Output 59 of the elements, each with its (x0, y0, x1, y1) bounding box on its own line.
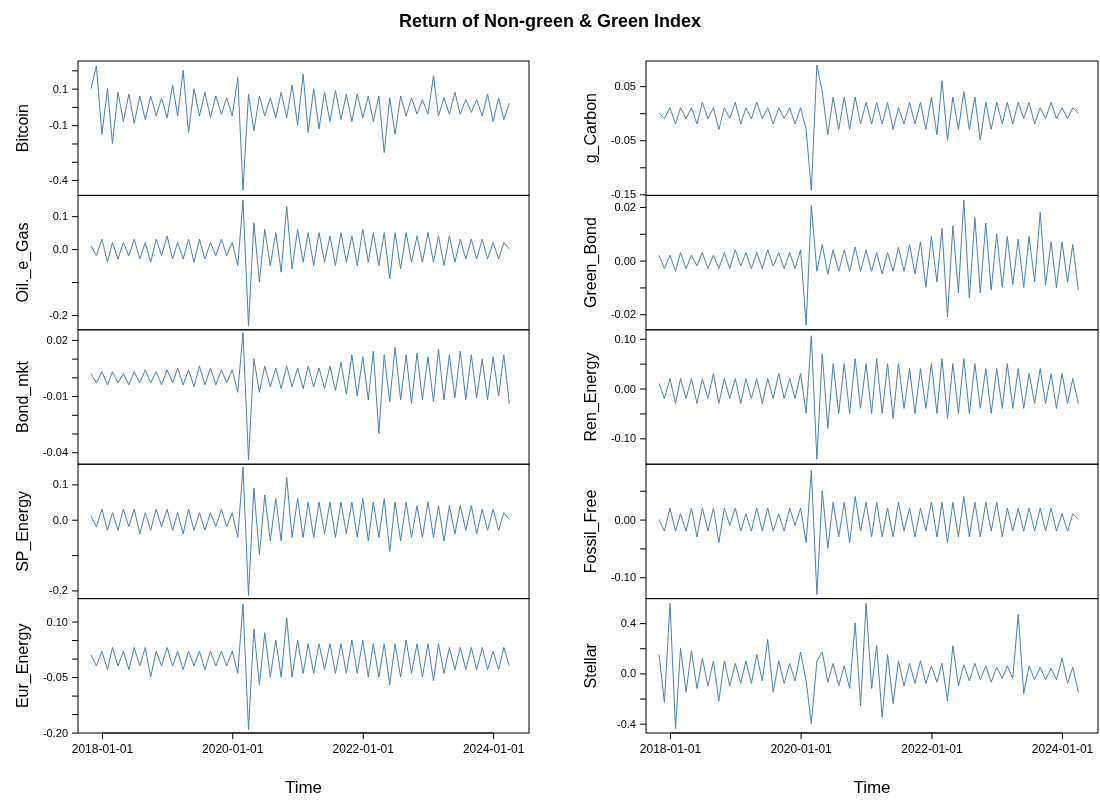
y-tick-label: -0.05 (42, 671, 68, 684)
x-tick-label: 2024-01-01 (462, 741, 525, 756)
y-tick-label: -0.01 (42, 390, 68, 403)
y-axis-title: Green_Bond (582, 217, 600, 308)
y-tick-label: -0.1 (49, 119, 68, 132)
y-axis-title: SP_Energy (14, 490, 32, 572)
y-tick-label: 0.02 (46, 333, 68, 346)
x-tick-label: 2024-01-01 (1031, 741, 1094, 756)
y-axis-title: Stellar (582, 642, 599, 689)
x-tick-label: 2020-01-01 (202, 741, 264, 756)
y-tick-label: 0.10 (614, 332, 636, 345)
line-series (658, 470, 1079, 596)
y-tick-label: -0.04 (42, 446, 68, 459)
x-tick-label: 2022-01-01 (901, 741, 963, 756)
y-tick-label: 0.10 (46, 615, 68, 628)
y-axis-title: g_Carbon (582, 93, 600, 164)
y-axis-title: Ren_Energy (582, 352, 600, 442)
y-tick-label: -0.20 (42, 726, 68, 739)
y-tick-label: -0.02 (610, 308, 636, 321)
x-axis-title: Time (284, 778, 323, 797)
y-tick-label: -0.4 (617, 717, 636, 730)
x-tick-label: 2020-01-01 (770, 741, 833, 756)
y-axis-title: Bitcoin (14, 104, 31, 153)
y-tick-label: 0.4 (620, 617, 636, 630)
y-tick-label: 0.02 (614, 200, 636, 213)
x-tick-label: 2018-01-01 (639, 741, 702, 756)
line-series (658, 602, 1079, 730)
line-series (90, 466, 510, 596)
y-tick-label: 0.0 (620, 667, 636, 680)
x-tick-label: 2018-01-01 (71, 741, 134, 756)
y-tick-label: 0.00 (614, 382, 636, 395)
y-tick-label: -0.2 (49, 584, 68, 597)
y-tick-label: 0.1 (52, 478, 68, 491)
y-axis-title: Oil._e_Gas (14, 222, 32, 303)
y-tick-label: 0.0 (52, 513, 68, 526)
y-tick-label: -0.4 (49, 174, 68, 187)
x-axis-title: Time (853, 778, 891, 797)
y-axis-title: Fossil_Free (582, 489, 600, 574)
y-tick-label: 0.00 (614, 513, 636, 526)
y-tick-label: -0.2 (49, 309, 68, 321)
line-series (90, 199, 510, 327)
y-axis-title: Bond_mkt (14, 360, 32, 434)
line-series (658, 335, 1079, 460)
y-tick-label: -0.05 (610, 134, 636, 147)
y-tick-label: 0.1 (52, 82, 68, 95)
y-tick-label: 0.05 (614, 80, 636, 93)
line-series (658, 64, 1079, 192)
x-tick-label: 2022-01-01 (332, 741, 395, 756)
y-tick-label: -0.10 (610, 432, 636, 445)
y-tick-label: 0.00 (614, 254, 636, 267)
y-tick-label: 0.0 (52, 243, 68, 256)
line-series (658, 199, 1079, 326)
y-tick-label: -0.10 (610, 571, 636, 584)
line-series (90, 65, 510, 191)
y-tick-label: 0.1 (52, 210, 68, 223)
y-tick-label: -0.15 (610, 188, 636, 201)
y-axis-title: Eur_Energy (14, 623, 32, 709)
line-series (90, 331, 510, 461)
chart-title: Return of Non-green & Green Index (398, 11, 702, 31)
